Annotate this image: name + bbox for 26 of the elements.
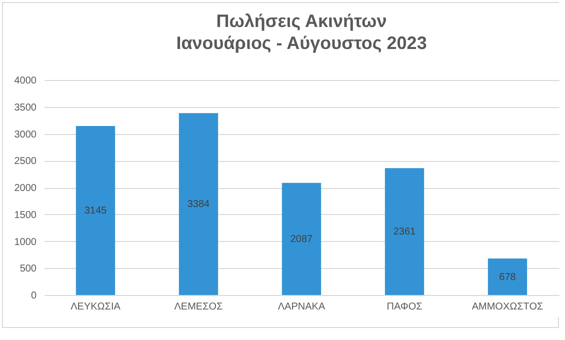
y-tick-label: 2500 xyxy=(14,156,37,168)
x-tick-label: ΑΜΜΟΧΩΣΤΟΣ xyxy=(472,302,544,312)
y-tick-label: 1000 xyxy=(14,236,37,248)
y-tick-label: 3500 xyxy=(14,102,37,114)
data-label: 3145 xyxy=(84,205,108,216)
bar xyxy=(282,182,322,295)
bar xyxy=(76,126,116,295)
x-tick-label: ΛΕΥΚΩΣΙΑ xyxy=(70,302,121,312)
chart-subtitle: Ιανουάριος - Αύγουστος 2023 xyxy=(176,33,427,53)
y-tick-label: 3000 xyxy=(14,129,37,140)
x-tick-label: ΛΕΜΕΣΟΣ xyxy=(174,302,223,312)
data-label: 2087 xyxy=(290,234,314,245)
bar xyxy=(384,168,424,295)
y-tick-label: 0 xyxy=(30,290,37,302)
y-tick-label: 2000 xyxy=(14,183,37,194)
y-tick-label: 500 xyxy=(20,264,37,275)
y-tick-label: 1500 xyxy=(14,210,37,221)
bar xyxy=(178,113,218,295)
data-label: 2361 xyxy=(393,226,416,238)
x-tick-label: ΠΑΦΟΣ xyxy=(386,302,422,312)
x-tick-label: ΛΑΡΝΑΚΑ xyxy=(278,302,326,312)
data-label: 678 xyxy=(499,272,516,283)
chart-title: Πωλήσεις Ακινήτων xyxy=(216,11,387,31)
data-label: 3384 xyxy=(187,199,210,210)
bar xyxy=(488,258,528,295)
y-tick-label: 4000 xyxy=(14,76,37,86)
